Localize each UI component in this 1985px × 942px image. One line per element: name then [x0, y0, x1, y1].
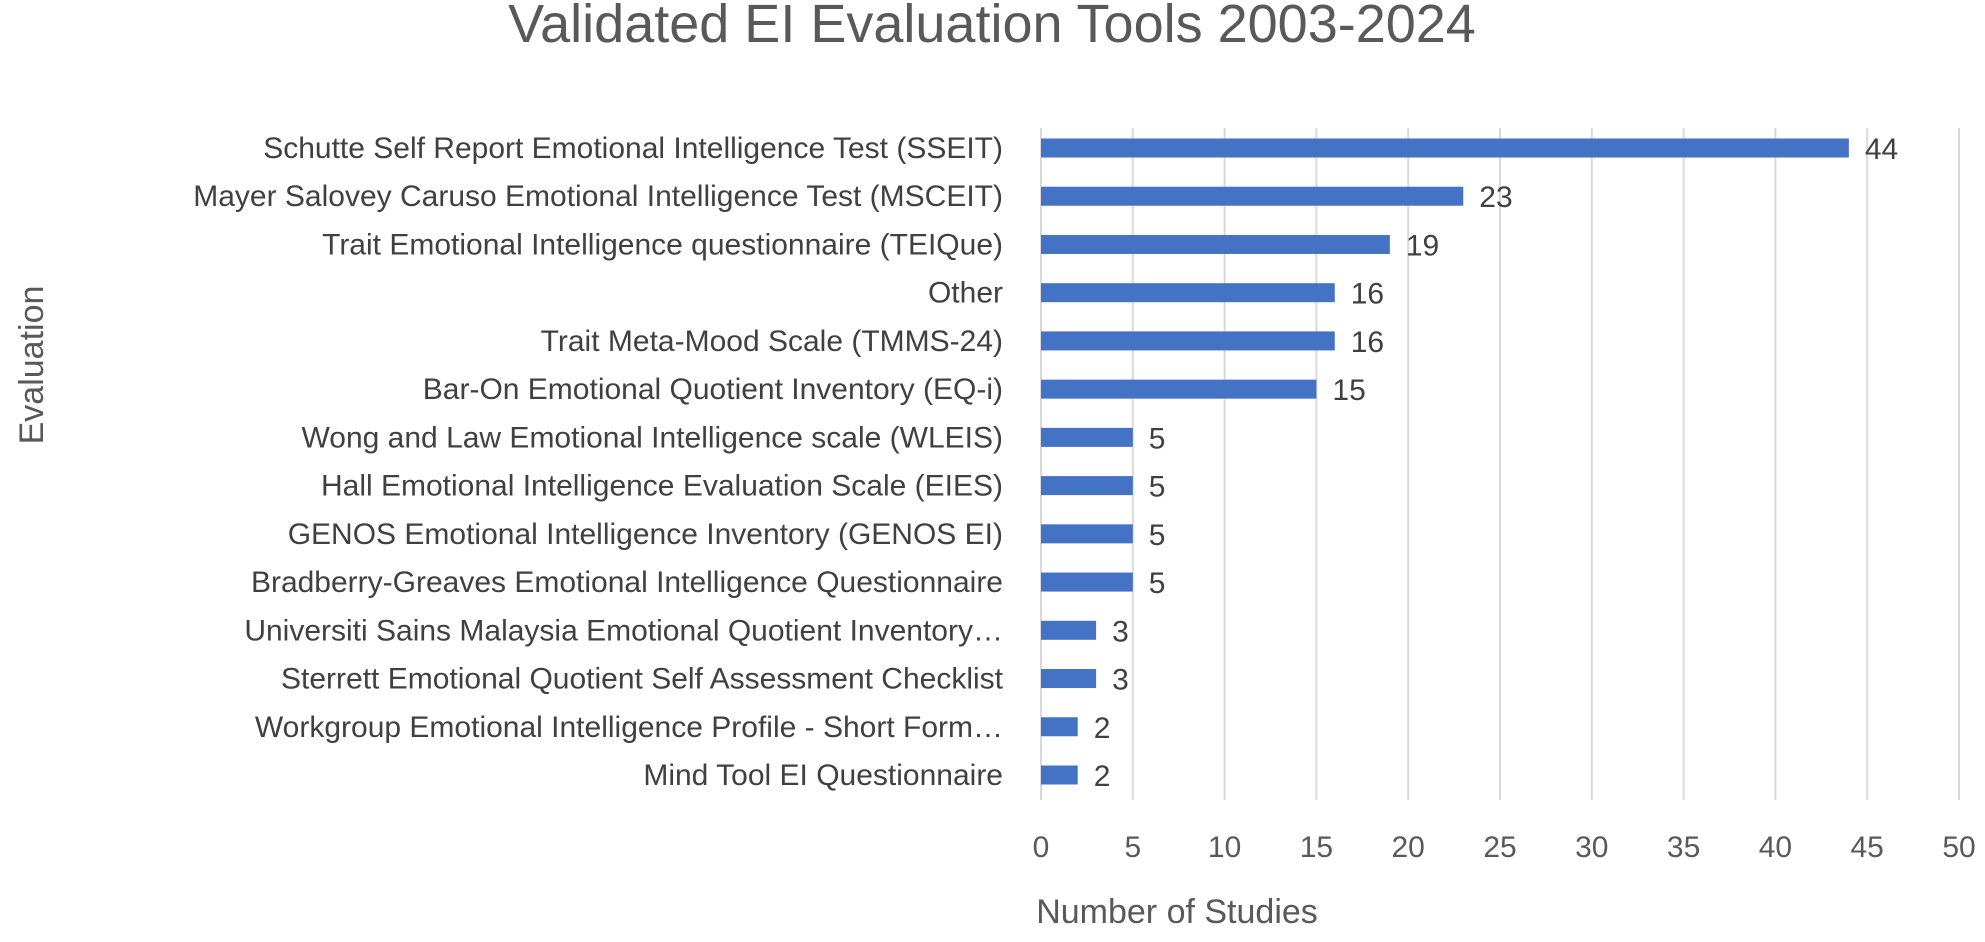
y-axis-title: Evaluation: [13, 286, 51, 445]
data-label: 2: [1094, 712, 1111, 745]
bar: [1041, 138, 1849, 158]
x-tick-label: 20: [1392, 831, 1425, 864]
category-label: GENOS Emotional Intelligence Inventory (…: [288, 518, 1003, 551]
bar: [1041, 476, 1133, 496]
category-label: Bar-On Emotional Quotient Inventory (EQ-…: [423, 373, 1003, 406]
bar: [1041, 186, 1464, 206]
bar: [1041, 331, 1335, 351]
category-label: Mind Tool EI Questionnaire: [643, 759, 1003, 792]
category-label: Universiti Sains Malaysia Emotional Quot…: [244, 614, 1003, 647]
category-label: Workgroup Emotional Intelligence Profile…: [255, 711, 1003, 744]
bar: [1041, 620, 1097, 640]
category-label: Trait Emotional Intelligence questionnai…: [322, 228, 1003, 261]
data-label: 19: [1406, 229, 1439, 262]
data-label: 3: [1112, 664, 1129, 697]
x-tick-labels: 0 5 10 15 20 25 30 35 40 45 50: [1033, 831, 1976, 864]
data-label: 23: [1479, 181, 1512, 214]
x-tick-label: 10: [1208, 831, 1241, 864]
x-tick-label: 5: [1124, 831, 1141, 864]
bar: [1041, 669, 1097, 689]
data-label: 5: [1149, 422, 1166, 455]
bar: [1041, 234, 1390, 254]
category-label: Trait Meta-Mood Scale (TMMS-24): [541, 325, 1003, 358]
bar: [1041, 765, 1078, 785]
gridlines: [1040, 128, 1960, 800]
data-label: 16: [1351, 278, 1384, 311]
category-label: Hall Emotional Intelligence Evaluation S…: [321, 470, 1003, 503]
category-label: Other: [928, 277, 1003, 310]
data-label: 44: [1865, 133, 1898, 166]
data-label: 16: [1351, 326, 1384, 359]
x-tick-label: 0: [1033, 831, 1050, 864]
category-label: Bradberry-Greaves Emotional Intelligence…: [251, 566, 1003, 599]
data-label: 2: [1094, 760, 1111, 793]
bar: [1041, 379, 1317, 399]
bar: [1041, 283, 1335, 303]
data-label: 3: [1112, 615, 1129, 648]
x-axis-title: Number of Studies: [1036, 893, 1318, 931]
category-label: Sterrett Emotional Quotient Self Assessm…: [281, 663, 1004, 696]
x-tick-label: 15: [1300, 831, 1333, 864]
category-labels: Schutte Self Report Emotional Intelligen…: [193, 132, 1003, 792]
x-tick-label: 50: [1942, 831, 1975, 864]
bars: [1041, 138, 1849, 785]
data-label: 5: [1149, 519, 1166, 552]
data-label: 15: [1332, 374, 1365, 407]
x-tick-label: 40: [1759, 831, 1792, 864]
x-tick-label: 30: [1575, 831, 1608, 864]
x-tick-label: 25: [1483, 831, 1516, 864]
bar: [1041, 427, 1133, 447]
category-label: Schutte Self Report Emotional Intelligen…: [263, 132, 1003, 165]
category-label: Mayer Salovey Caruso Emotional Intellige…: [193, 180, 1003, 213]
x-tick-label: 45: [1851, 831, 1884, 864]
data-label: 5: [1149, 567, 1166, 600]
bar: [1041, 717, 1078, 737]
category-label: Wong and Law Emotional Intelligence scal…: [302, 421, 1003, 454]
bar: [1041, 572, 1133, 592]
chart-title: Validated EI Evaluation Tools 2003-2024: [508, 0, 1476, 54]
data-label: 5: [1149, 471, 1166, 504]
bar: [1041, 524, 1133, 544]
x-tick-label: 35: [1667, 831, 1700, 864]
